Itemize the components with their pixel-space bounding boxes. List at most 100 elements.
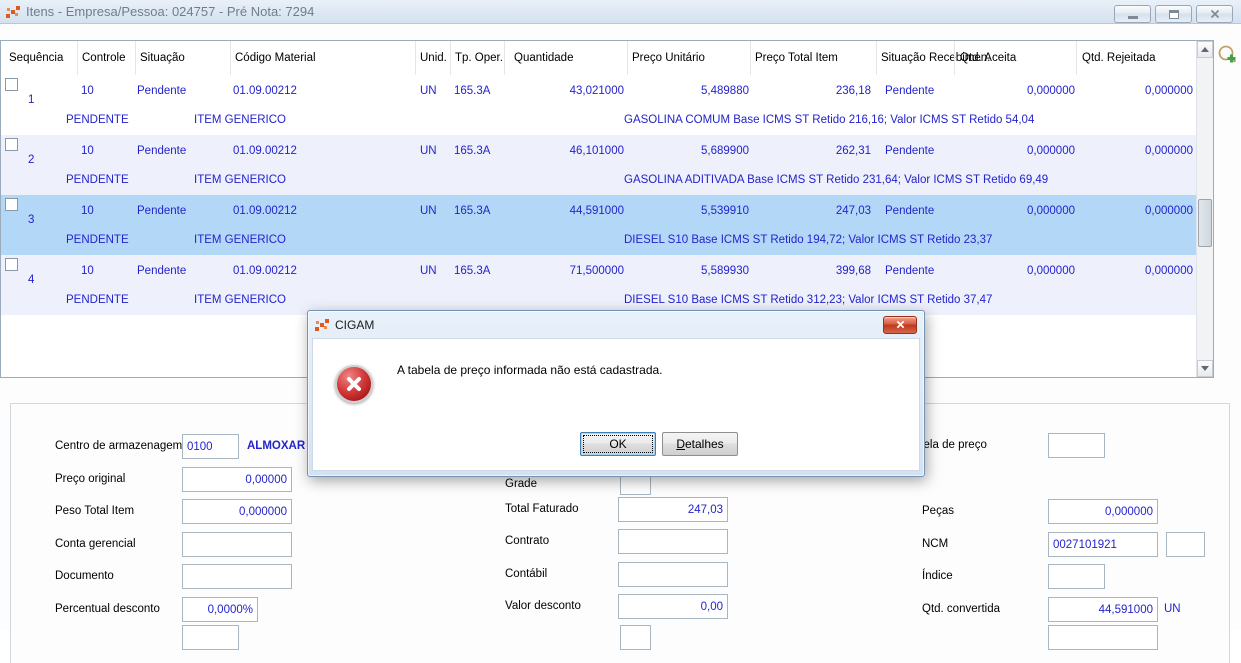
cell-qtd-aceita: 0,000000: [1027, 205, 1075, 217]
grade-input[interactable]: [620, 472, 651, 495]
cell-preco-unitario: 5,689900: [701, 145, 749, 157]
cell-codigo-material: 01.09.00212: [233, 145, 297, 157]
cell-unid: UN: [420, 205, 437, 217]
header-situacao[interactable]: Situação: [135, 41, 185, 75]
header-sequencia[interactable]: Sequência: [9, 52, 64, 64]
label-conta-gerencial: Conta gerencial: [55, 538, 136, 550]
label-tabela-preco: Tabela de preço: [905, 439, 987, 451]
table-row-selected[interactable]: 3 10 Pendente 01.09.00212 UN 165.3A 44,5…: [1, 195, 1196, 255]
zoom-add-icon[interactable]: [1217, 44, 1239, 66]
row-checkbox[interactable]: [5, 78, 18, 91]
label-percentual-desconto: Percentual desconto: [55, 603, 160, 615]
cell-tp-oper: 165.3A: [454, 265, 491, 277]
cell-observacao: DIESEL S10 Base ICMS ST Retido 194,72; V…: [624, 234, 993, 246]
table-row[interactable]: 2 10 Pendente 01.09.00212 UN 165.3A 46,1…: [1, 135, 1196, 195]
ncm-input[interactable]: [1048, 532, 1158, 557]
cell-unid: UN: [420, 85, 437, 97]
label-valor-desconto: Valor desconto: [505, 600, 581, 612]
cell-sequencia: 4: [28, 274, 35, 286]
header-controle[interactable]: Controle: [77, 41, 125, 75]
qtd-convertida-input[interactable]: [1048, 597, 1158, 622]
cell-situacao: Pendente: [137, 205, 187, 217]
pecas-input[interactable]: [1048, 499, 1158, 524]
preco-original-input[interactable]: [182, 467, 292, 492]
header-unid[interactable]: Unid.: [415, 41, 447, 75]
error-icon: [335, 365, 373, 403]
header-tp-oper[interactable]: Tp. Oper.: [450, 41, 503, 75]
label-contrato: Contrato: [505, 535, 550, 547]
cutoff-input[interactable]: [620, 625, 651, 650]
label-ncm: NCM: [922, 538, 949, 550]
ncm-extra-input[interactable]: [1166, 532, 1205, 557]
cell-situacao-recebimento: Pendente: [885, 85, 935, 97]
table-row[interactable]: 4 10 Pendente 01.09.00212 UN 165.3A 71,5…: [1, 255, 1196, 315]
minimize-button[interactable]: [1114, 5, 1151, 23]
header-codigo-material[interactable]: Código Material: [230, 41, 316, 75]
peso-total-item-input[interactable]: [182, 499, 292, 524]
header-qtd-rejeitada[interactable]: Qtd. Rejeitada: [1076, 41, 1156, 75]
cell-qtd-rejeitada: 0,000000: [1145, 205, 1193, 217]
contrato-input[interactable]: [618, 529, 728, 554]
row-checkbox[interactable]: [5, 198, 18, 211]
label-qtd-convertida: Qtd. convertida: [922, 603, 1000, 615]
table-row[interactable]: 1 10 Pendente 01.09.00212 UN 165.3A 43,0…: [1, 75, 1196, 135]
header-situacao-recebimento[interactable]: Situação Recebimen.: [876, 41, 990, 75]
header-preco-unitario[interactable]: Preço Unitário: [627, 41, 705, 75]
close-icon: [896, 320, 904, 329]
header-quantidade[interactable]: Quantidade: [504, 41, 573, 75]
cell-sequencia: 1: [28, 94, 35, 106]
label-preco-original: Preço original: [55, 473, 126, 485]
maximize-button[interactable]: [1155, 5, 1192, 23]
scroll-up-button[interactable]: [1197, 41, 1213, 58]
close-icon: [1210, 9, 1219, 19]
detalhes-button[interactable]: Detalhes: [662, 432, 738, 456]
contabil-input[interactable]: [618, 562, 728, 587]
label-pecas: Peças: [922, 505, 954, 517]
dialog-close-button[interactable]: [883, 315, 917, 334]
cell-material-descricao: ITEM GENERICO: [194, 174, 287, 186]
cell-preco-unitario: 5,489880: [701, 85, 749, 97]
centro-armazenagem-input[interactable]: [182, 434, 239, 459]
window-titlebar[interactable]: Itens - Empresa/Pessoa: 024757 - Pré Not…: [0, 0, 1241, 24]
cell-preco-total-item: 399,68: [835, 265, 871, 277]
cutoff-input[interactable]: [182, 625, 239, 650]
cell-situacao-linha2: PENDENTE: [66, 114, 129, 126]
cell-situacao-recebimento: Pendente: [885, 145, 935, 157]
tabela-preco-input[interactable]: [1048, 433, 1105, 458]
valor-desconto-input[interactable]: [618, 594, 728, 619]
cell-situacao: Pendente: [137, 265, 187, 277]
close-button[interactable]: [1196, 5, 1233, 23]
percentual-desconto-input[interactable]: [182, 597, 258, 622]
cell-situacao: Pendente: [137, 145, 187, 157]
cigam-app-icon: [6, 5, 20, 18]
cell-preco-total-item: 262,31: [835, 145, 871, 157]
cell-quantidade: 71,500000: [569, 265, 624, 277]
scrollbar-thumb[interactable]: [1198, 199, 1212, 247]
row-checkbox[interactable]: [5, 258, 18, 271]
vertical-scrollbar[interactable]: [1196, 41, 1213, 377]
cell-quantidade: 44,591000: [569, 205, 624, 217]
cell-qtd-rejeitada: 0,000000: [1145, 265, 1193, 277]
arrow-up-icon: [1201, 47, 1209, 52]
cutoff-input[interactable]: [1048, 625, 1158, 650]
cell-observacao: DIESEL S10 Base ICMS ST Retido 312,23; V…: [624, 294, 993, 306]
row-checkbox[interactable]: [5, 138, 18, 151]
ok-button[interactable]: OK: [580, 432, 656, 456]
conta-gerencial-input[interactable]: [182, 532, 292, 557]
cell-observacao: GASOLINA COMUM Base ICMS ST Retido 216,1…: [624, 114, 1035, 126]
qtd-convertida-unidade: UN: [1164, 603, 1181, 615]
maximize-icon: [1168, 9, 1179, 19]
cell-material-descricao: ITEM GENERICO: [194, 114, 287, 126]
table-header-row: Sequência Controle Situação Código Mater…: [1, 41, 1196, 75]
total-faturado-input[interactable]: [618, 497, 728, 522]
documento-input[interactable]: [182, 564, 292, 589]
dialog-titlebar[interactable]: CIGAM: [308, 311, 924, 338]
label-contabil: Contábil: [505, 568, 548, 580]
header-preco-total-item[interactable]: Preço Total Item: [750, 41, 838, 75]
cell-codigo-material: 01.09.00212: [233, 85, 297, 97]
header-qtd-aceita[interactable]: Qtd. Aceita: [954, 41, 1016, 75]
cell-tp-oper: 165.3A: [454, 145, 491, 157]
label-documento: Documento: [55, 570, 114, 582]
indice-input[interactable]: [1048, 564, 1105, 589]
scroll-down-button[interactable]: [1197, 360, 1213, 377]
